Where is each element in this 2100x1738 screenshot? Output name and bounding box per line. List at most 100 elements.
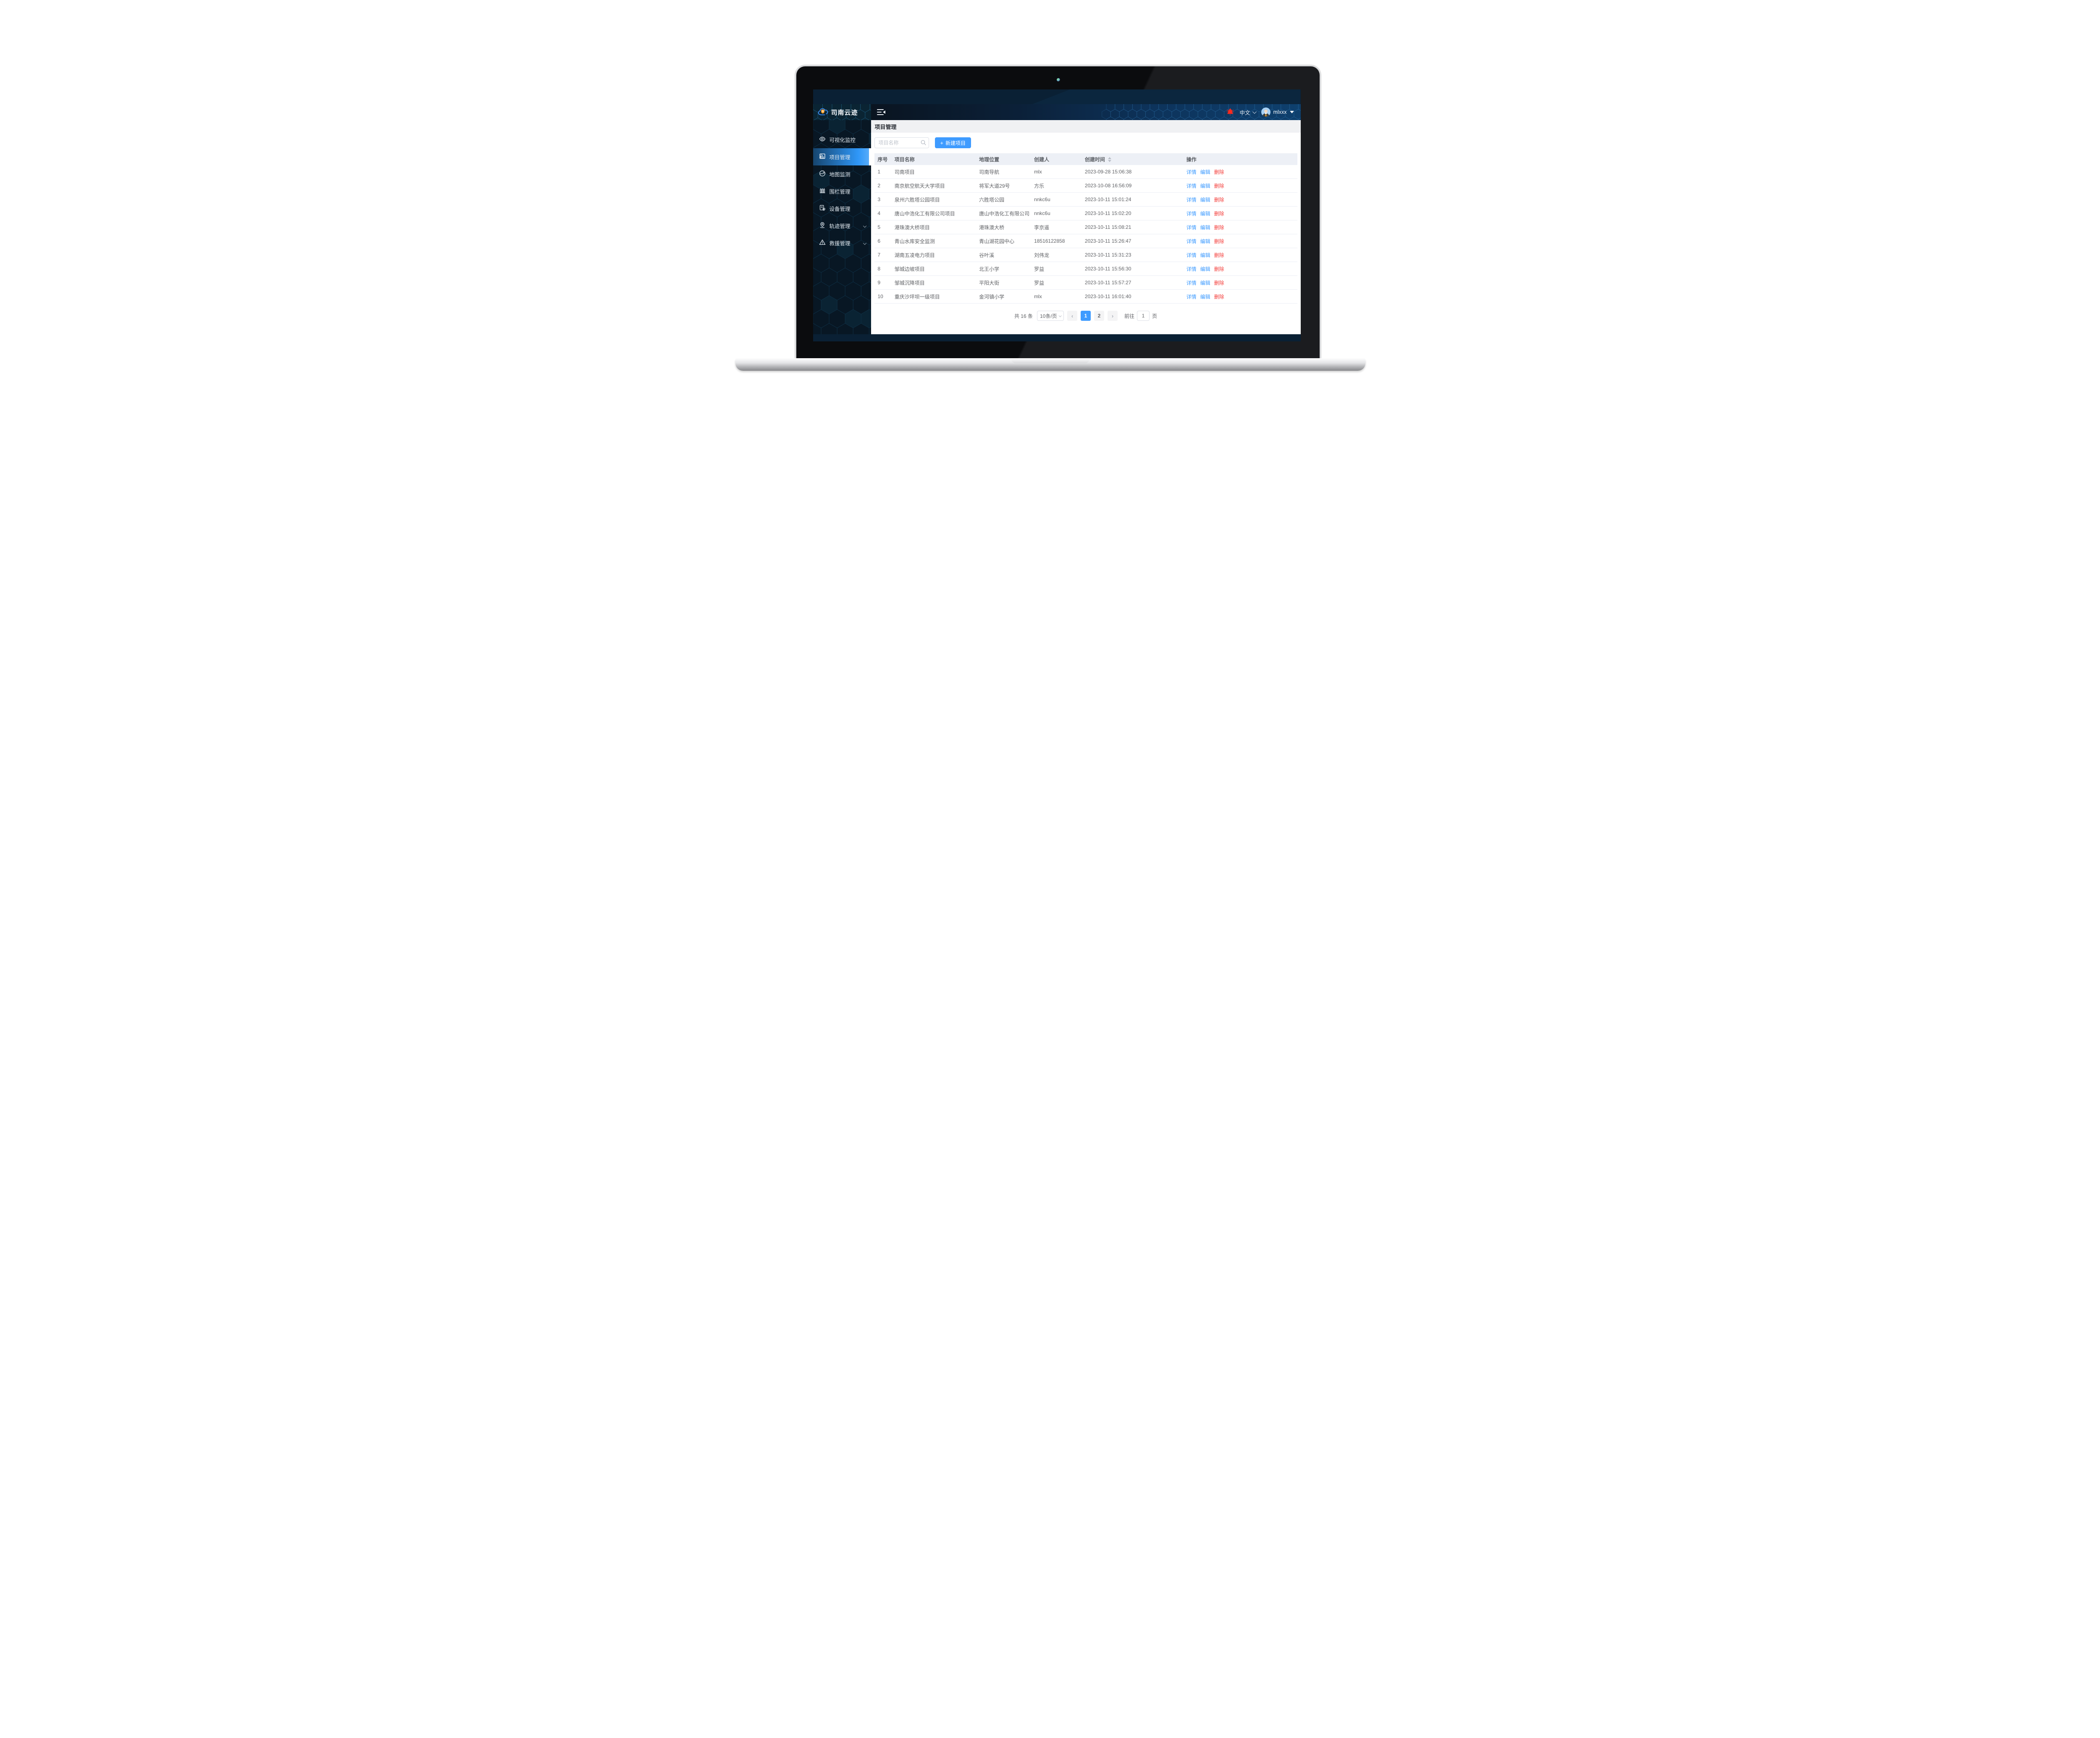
cell-actions: 详情 编辑 删除 <box>1183 210 1297 217</box>
page-size-select[interactable]: 10条/页 <box>1037 311 1064 321</box>
language-switcher[interactable]: 中文 <box>1240 108 1257 116</box>
detail-link[interactable]: 详情 <box>1186 238 1197 244</box>
goto-page-input[interactable] <box>1137 311 1150 321</box>
edit-link[interactable]: 编辑 <box>1200 252 1210 258</box>
cell-creator: mlx <box>1034 294 1042 299</box>
goto-page: 前往 页 <box>1124 311 1157 321</box>
sidebar-item-7[interactable]: 救援管理 <box>813 234 871 252</box>
search-input[interactable] <box>874 137 929 148</box>
sidebar-item-3[interactable]: 地图监测 <box>813 165 871 183</box>
detail-link[interactable]: 详情 <box>1186 224 1197 231</box>
detail-link[interactable]: 详情 <box>1186 266 1197 272</box>
delete-link[interactable]: 删除 <box>1214 252 1224 258</box>
sort-caret-icon[interactable] <box>1108 157 1112 163</box>
chevron-down-icon <box>863 224 866 228</box>
delete-link[interactable]: 删除 <box>1214 294 1224 300</box>
table-row: 1 司南项目 司南导航 mlx 2023-09-28 15:06:38 详情 编辑 删除 <box>874 165 1297 179</box>
cell-creator: nnkc6u <box>1034 197 1050 202</box>
column-header-5[interactable]: 创建时间 <box>1082 156 1183 163</box>
detail-link[interactable]: 详情 <box>1186 280 1197 286</box>
edit-link[interactable]: 编辑 <box>1200 169 1210 175</box>
edit-link[interactable]: 编辑 <box>1200 294 1210 300</box>
delete-link[interactable]: 删除 <box>1214 197 1224 203</box>
cell-created: 2023-10-11 15:31:23 <box>1084 252 1131 258</box>
chevron-down-icon <box>863 241 866 245</box>
sidebar-item-2[interactable]: 项目管理 <box>813 148 871 165</box>
sidebar-item-4[interactable]: 围栏管理 <box>813 183 871 200</box>
sidebar-item-6[interactable]: 轨迹管理 <box>813 217 871 234</box>
detail-link[interactable]: 详情 <box>1186 210 1197 217</box>
collapse-menu-icon[interactable] <box>877 109 885 115</box>
cell-name: 湖南五凌电力项目 <box>894 252 935 258</box>
cell-creator: 刘伟龙 <box>1034 252 1050 258</box>
next-page-button[interactable]: › <box>1108 311 1118 321</box>
delete-link[interactable]: 删除 <box>1214 238 1224 244</box>
column-header-2: 项目名称 <box>894 156 915 163</box>
cell-name: 泉州六胜塔公园项目 <box>894 197 940 203</box>
cell-index: 8 <box>877 266 881 272</box>
search-icon[interactable] <box>921 140 926 145</box>
table-row: 5 港珠澳大桥项目 港珠澳大桥 李京遥 2023-10-11 15:08:21 详情 编辑删… <box>874 220 1297 234</box>
header-right-cluster: 中文 mlxxx <box>1226 107 1301 117</box>
cell-index: 5 <box>877 224 881 230</box>
cell-name: 司南项目 <box>894 169 915 175</box>
sidebar-item-label: 可视化监控 <box>829 137 856 143</box>
detail-link[interactable]: 详情 <box>1186 294 1197 300</box>
delete-link[interactable]: 删除 <box>1214 224 1224 231</box>
table-row: 9 邹城沉降项目 平阳大街 罗益 2023-10-11 15:57:27 详情 编辑 删除 <box>874 276 1297 290</box>
page-button-1[interactable]: 1 <box>1081 311 1091 321</box>
app-header: 司南云迹 <box>813 104 1301 120</box>
user-menu[interactable]: mlxxx <box>1261 107 1294 117</box>
detail-link[interactable]: 详情 <box>1186 169 1197 175</box>
edit-link[interactable]: 编辑 <box>1200 238 1210 244</box>
page-button-2[interactable]: 2 <box>1094 311 1104 321</box>
app-screen: 司南云迹 <box>813 89 1301 341</box>
delete-link[interactable]: 删除 <box>1214 266 1224 272</box>
track-pin-icon <box>819 222 826 230</box>
table-header-row: 序号 项目名称 地理位置 创建人 创建时间 操作 <box>874 153 1297 165</box>
edit-link[interactable]: 编辑 <box>1200 266 1210 272</box>
delete-link[interactable]: 删除 <box>1214 210 1224 217</box>
sidebar-item-1[interactable]: 可视化监控 <box>813 131 871 148</box>
cell-location: 六胜塔公园 <box>979 197 1005 203</box>
page-unit-label: 页 <box>1152 313 1158 319</box>
delete-link[interactable]: 删除 <box>1214 183 1224 189</box>
toolbar: + 新建项目 <box>874 137 1297 148</box>
edit-link[interactable]: 编辑 <box>1200 280 1210 286</box>
cell-created: 2023-10-11 15:57:27 <box>1084 280 1131 286</box>
sidebar-item-5[interactable]: 设备管理 <box>813 200 871 217</box>
cell-index: 3 <box>877 197 881 202</box>
cell-creator: nnkc6u <box>1034 210 1050 216</box>
cell-created: 2023-10-11 15:08:21 <box>1084 224 1131 230</box>
plus-icon: + <box>940 139 944 146</box>
column-header-3: 地理位置 <box>979 156 1000 163</box>
cell-actions: 详情 编辑 删除 <box>1183 252 1297 259</box>
delete-link[interactable]: 删除 <box>1214 280 1224 286</box>
cell-index: 7 <box>877 252 881 258</box>
detail-link[interactable]: 详情 <box>1186 197 1197 203</box>
alarm-bell-icon[interactable] <box>1226 108 1234 116</box>
detail-link[interactable]: 详情 <box>1186 252 1197 258</box>
cell-location: 港珠澳大桥 <box>979 224 1005 231</box>
cell-actions: 详情 编辑 删除 <box>1183 265 1297 273</box>
cell-name: 邹城沉降项目 <box>894 280 925 286</box>
eye-icon <box>819 136 826 144</box>
cell-creator: 罗益 <box>1034 280 1045 286</box>
edit-link[interactable]: 编辑 <box>1200 210 1210 217</box>
fence-icon <box>819 187 826 195</box>
table-row: 3 泉州六胜塔公园项目 六胜塔公园 nnkc6u 2023-10-11 15:01:24… <box>874 193 1297 207</box>
logo-area: 司南云迹 <box>813 104 871 120</box>
edit-link[interactable]: 编辑 <box>1200 183 1210 189</box>
delete-link[interactable]: 删除 <box>1214 169 1224 175</box>
header-bar: 中文 mlxxx <box>871 104 1301 120</box>
cell-location: 北王小学 <box>979 266 1000 272</box>
cell-actions: 详情 编辑 删除 <box>1183 224 1297 231</box>
new-project-button[interactable]: + 新建项目 <box>934 137 971 148</box>
prev-page-button[interactable]: ‹ <box>1067 311 1077 321</box>
table-row: 8 邹城边坡项目 北王小学 罗益 2023-10-11 15:56:30 详情 编辑 删除 <box>874 262 1297 276</box>
edit-link[interactable]: 编辑 <box>1200 224 1210 231</box>
edit-link[interactable]: 编辑 <box>1200 197 1210 203</box>
project-chart-icon <box>819 153 826 161</box>
table-row: 6 青山水库安全监测 青山湖花园中心 18516122858 2023-10-11 15… <box>874 234 1297 248</box>
detail-link[interactable]: 详情 <box>1186 183 1197 189</box>
